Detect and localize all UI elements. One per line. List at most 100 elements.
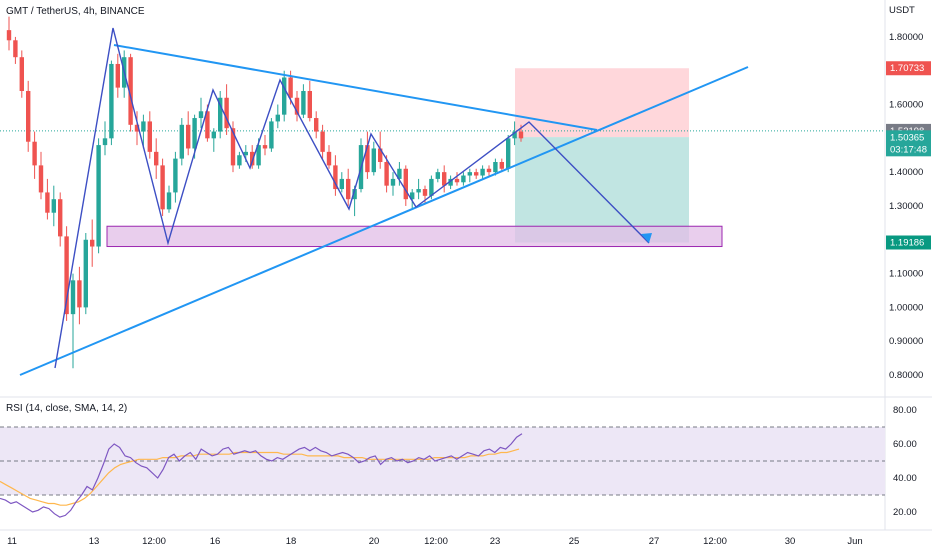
candle-body[interactable] xyxy=(326,151,332,166)
descending-trendline[interactable] xyxy=(113,44,598,131)
time-tick-label: 23 xyxy=(490,536,501,547)
candle-body[interactable] xyxy=(448,178,453,186)
candle-body[interactable] xyxy=(512,131,517,139)
long-position-stop-zone[interactable] xyxy=(515,137,689,243)
time-tick-label: 27 xyxy=(649,536,660,547)
candle-body[interactable] xyxy=(205,111,210,139)
candle-body[interactable] xyxy=(442,172,447,186)
candle-body[interactable] xyxy=(218,97,223,132)
candle-body[interactable] xyxy=(19,57,24,91)
candle-body[interactable] xyxy=(237,155,242,166)
candle-body[interactable] xyxy=(141,121,146,132)
candle-body[interactable] xyxy=(282,77,287,115)
support-zone[interactable] xyxy=(106,225,723,248)
candle-body[interactable] xyxy=(64,236,69,315)
candle-body[interactable] xyxy=(51,199,56,213)
candle-body[interactable] xyxy=(32,141,37,166)
candle-body[interactable] xyxy=(461,175,466,183)
long-position-target-zone[interactable] xyxy=(515,68,689,138)
candle-body[interactable] xyxy=(339,178,344,190)
candle-body[interactable] xyxy=(314,118,319,132)
projection-arrowhead-icon xyxy=(641,233,652,243)
candle-body[interactable] xyxy=(70,280,76,315)
candle-body[interactable] xyxy=(486,168,492,173)
candle-body[interactable] xyxy=(128,57,133,125)
candle-body[interactable] xyxy=(422,189,428,196)
candle-body[interactable] xyxy=(154,151,159,166)
candle-body[interactable] xyxy=(403,168,408,200)
candle-body[interactable] xyxy=(173,158,178,193)
candle-body[interactable] xyxy=(115,63,120,88)
candle-body[interactable] xyxy=(250,151,255,166)
candle-body[interactable] xyxy=(160,165,165,210)
candle-body[interactable] xyxy=(480,168,485,176)
candle-body[interactable] xyxy=(13,40,18,58)
candle-body[interactable] xyxy=(390,178,396,186)
candle-body[interactable] xyxy=(499,162,504,169)
candle-body[interactable] xyxy=(371,148,376,173)
candle-body[interactable] xyxy=(262,145,268,149)
candle-body[interactable] xyxy=(109,63,114,139)
candle-body[interactable] xyxy=(333,165,338,190)
candle-body[interactable] xyxy=(410,192,415,200)
candle-body[interactable] xyxy=(96,145,101,247)
candle-body[interactable] xyxy=(45,192,50,213)
ascending-trendline[interactable] xyxy=(19,66,749,376)
candle-body[interactable] xyxy=(102,138,108,146)
candle-body[interactable] xyxy=(435,172,440,179)
candle-body[interactable] xyxy=(256,145,261,166)
candle-body[interactable] xyxy=(198,111,204,119)
candle-body[interactable] xyxy=(269,121,274,149)
candle-body[interactable] xyxy=(211,131,216,139)
candle-body[interactable] xyxy=(90,239,95,247)
candle-body[interactable] xyxy=(429,178,434,196)
time-tick-label: 30 xyxy=(785,536,796,547)
candle-body[interactable] xyxy=(454,178,460,183)
candle-body[interactable] xyxy=(77,280,82,308)
price-tick-label: 1.40000 xyxy=(889,167,923,178)
price-tick-label: 0.80000 xyxy=(889,370,923,381)
candle-body[interactable] xyxy=(26,91,31,142)
candle-body[interactable] xyxy=(192,118,197,149)
price-tick-label: 1.80000 xyxy=(889,32,923,43)
candle-body[interactable] xyxy=(179,124,184,159)
candle-body[interactable] xyxy=(467,172,472,176)
candle-body[interactable] xyxy=(294,97,300,115)
rsi-line[interactable] xyxy=(0,433,523,518)
candle-body[interactable] xyxy=(397,168,402,179)
candle-body[interactable] xyxy=(493,162,498,173)
candle-body[interactable] xyxy=(365,145,370,173)
candle-body[interactable] xyxy=(134,124,140,132)
price-tick-label: 0.90000 xyxy=(889,336,923,347)
candle-body[interactable] xyxy=(307,91,312,119)
symbol-header[interactable]: GMT / TetherUS, 4h, BINANCE xyxy=(6,6,145,17)
candle-body[interactable] xyxy=(147,121,152,152)
candle-body[interactable] xyxy=(346,178,351,200)
candle-body[interactable] xyxy=(38,165,44,193)
candle-body[interactable] xyxy=(301,91,306,115)
candle-body[interactable] xyxy=(243,151,248,156)
rsi-header[interactable]: RSI (14, close, SMA, 14, 2) xyxy=(6,403,127,414)
candle-body[interactable] xyxy=(224,97,229,129)
candle-body[interactable] xyxy=(384,162,389,186)
candle-body[interactable] xyxy=(320,131,325,152)
candle-body[interactable] xyxy=(518,131,524,139)
candle-body[interactable] xyxy=(275,114,280,122)
zigzag-projection-path[interactable] xyxy=(54,27,650,369)
candle-body[interactable] xyxy=(166,192,172,210)
candle-body[interactable] xyxy=(230,128,236,166)
candle-body[interactable] xyxy=(83,239,88,308)
candle-body[interactable] xyxy=(6,30,12,41)
candle-body[interactable] xyxy=(352,189,357,200)
price-unit-label: USDT xyxy=(889,5,915,16)
candle-body[interactable] xyxy=(506,138,511,169)
candle-body[interactable] xyxy=(416,189,421,193)
candle-body[interactable] xyxy=(186,124,191,149)
candle-body[interactable] xyxy=(288,77,293,98)
candle-body[interactable] xyxy=(474,172,479,176)
price-scale[interactable] xyxy=(885,0,932,530)
candle-body[interactable] xyxy=(378,148,383,162)
rsi-tick-label: 60.00 xyxy=(893,439,917,450)
candle-body[interactable] xyxy=(58,199,63,237)
